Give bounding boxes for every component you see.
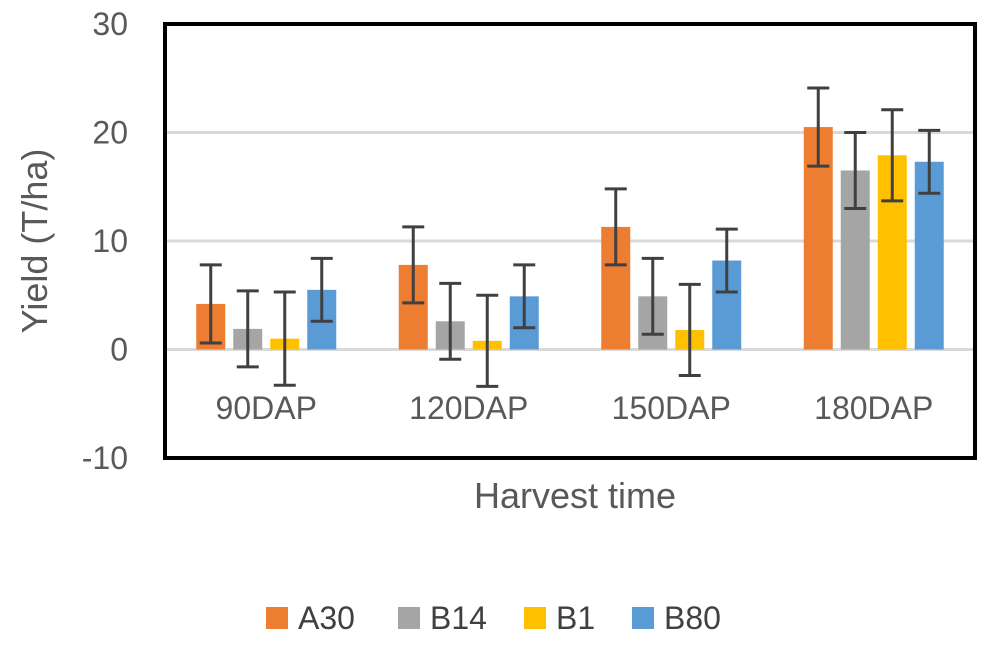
legend-item-b1: B1: [524, 600, 595, 636]
x-tick-label: 180DAP: [814, 390, 933, 426]
error-bar: [236, 289, 259, 369]
error-bar: [918, 128, 941, 195]
error-bar: [881, 108, 904, 203]
y-tick-label: 10: [92, 223, 128, 259]
x-axis-title: Harvest time: [474, 475, 676, 516]
plot-frame: [163, 22, 977, 460]
error-bar: [199, 263, 222, 345]
legend-label: B1: [556, 600, 595, 636]
legend: A30 B14 B1 B80: [266, 600, 721, 636]
error-bar: [513, 263, 536, 330]
x-tick-label: 120DAP: [409, 390, 528, 426]
legend-swatch: [632, 607, 654, 629]
error-bar: [310, 256, 333, 323]
error-bar: [476, 293, 499, 388]
legend-item-a30: A30: [266, 600, 355, 636]
y-axis-ticks: -10 0 10 20 30: [82, 6, 128, 476]
legend-label: B80: [664, 600, 721, 636]
y-tick-label: 30: [92, 6, 128, 42]
error-bar: [678, 282, 701, 378]
legend-swatch: [266, 607, 288, 629]
x-tick-label: 90DAP: [216, 390, 317, 426]
y-axis-title: Yield (T/ha): [14, 149, 55, 334]
legend-item-b80: B80: [632, 600, 721, 636]
gridlines: [165, 131, 975, 351]
error-bar: [273, 290, 296, 387]
y-tick-label: -10: [82, 440, 128, 476]
legend-item-b14: B14: [398, 600, 487, 636]
error-bar: [715, 227, 738, 294]
legend-label: A30: [298, 600, 355, 636]
error-bar: [604, 187, 627, 267]
error-bars: [199, 86, 941, 388]
error-bar: [439, 281, 462, 361]
error-bar: [844, 131, 867, 210]
legend-swatch: [524, 607, 546, 629]
error-bar: [402, 225, 425, 305]
legend-label: B14: [430, 600, 487, 636]
legend-swatch: [398, 607, 420, 629]
x-tick-label: 150DAP: [612, 390, 731, 426]
error-bar: [807, 86, 830, 168]
y-tick-label: 20: [92, 115, 128, 151]
bars: [196, 127, 944, 350]
x-axis-ticks: 90DAP 120DAP 150DAP 180DAP: [216, 390, 934, 426]
error-bar: [641, 256, 664, 336]
y-tick-label: 0: [110, 332, 128, 368]
